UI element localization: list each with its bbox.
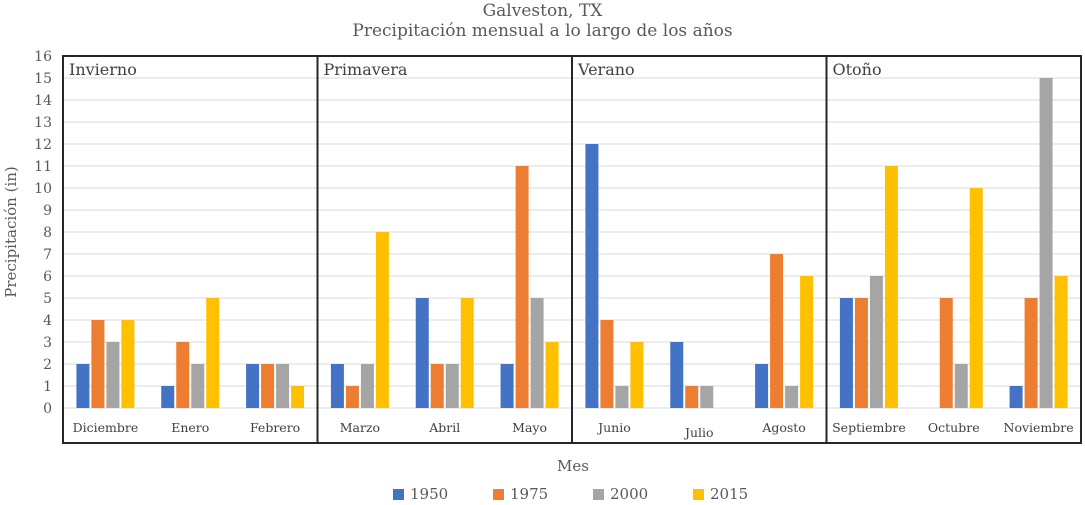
bar-1950-marzo xyxy=(330,364,344,408)
bar-2015-diciembre xyxy=(121,320,135,408)
bar-1975-diciembre xyxy=(91,320,105,408)
legend-swatch xyxy=(593,488,604,500)
bar-2000-enero xyxy=(191,364,205,408)
y-tick-label: 4 xyxy=(43,313,52,329)
legend-label: 1975 xyxy=(510,485,549,503)
bar-2000-junio xyxy=(615,386,629,408)
bar-2000-noviembre xyxy=(1039,78,1053,408)
bar-2015-septiembre xyxy=(884,166,898,408)
legend-item: 1975 xyxy=(493,485,593,503)
bar-1950-abril xyxy=(415,298,429,408)
season-panel xyxy=(825,55,1082,444)
bar-2000-diciembre xyxy=(106,342,120,408)
bar-1975-junio xyxy=(600,320,614,408)
legend-swatch xyxy=(693,488,704,500)
legend-item: 1950 xyxy=(393,485,493,503)
x-axis-label: Mes xyxy=(557,457,589,475)
bar-2000-octubre xyxy=(954,364,968,408)
x-tick-label: Octubre xyxy=(928,420,980,435)
legend-swatch xyxy=(393,488,404,500)
y-tick-label: 0 xyxy=(43,401,52,417)
bar-2015-noviembre xyxy=(1054,276,1068,408)
y-tick-label: 8 xyxy=(43,225,52,241)
bar-2015-octubre xyxy=(969,188,983,408)
y-tick-label: 9 xyxy=(43,203,52,219)
bar-1950-diciembre xyxy=(76,364,90,408)
x-tick-label: Marzo xyxy=(340,420,380,435)
y-tick-label: 1 xyxy=(43,379,52,395)
bar-1950-enero xyxy=(161,386,175,408)
bar-2000-julio xyxy=(700,386,714,408)
bar-1975-marzo xyxy=(345,386,359,408)
bar-1975-enero xyxy=(176,342,190,408)
y-tick-label: 14 xyxy=(34,93,52,109)
bar-1975-julio xyxy=(685,386,699,408)
bar-2015-agosto xyxy=(800,276,814,408)
legend-item: 2015 xyxy=(693,485,793,503)
season-label: Primavera xyxy=(324,60,408,79)
y-tick-label: 6 xyxy=(43,269,52,285)
bar-1950-noviembre xyxy=(1009,386,1023,408)
bar-1950-junio xyxy=(585,144,599,408)
chart-legend: 1950 1975 2000 2015 xyxy=(393,485,793,503)
x-tick-label: Junio xyxy=(596,420,631,435)
bar-2015-mayo xyxy=(545,342,559,408)
bar-2000-septiembre xyxy=(869,276,883,408)
y-tick-label: 12 xyxy=(34,137,52,153)
bar-1950-agosto xyxy=(755,364,769,408)
bar-1975-abril xyxy=(430,364,444,408)
season-label: Invierno xyxy=(69,60,137,79)
y-tick-label: 10 xyxy=(34,181,52,197)
x-tick-label: Agosto xyxy=(761,420,806,435)
bar-1975-noviembre xyxy=(1024,298,1038,408)
bar-2015-junio xyxy=(630,342,644,408)
y-tick-label: 15 xyxy=(34,71,52,87)
y-tick-label: 13 xyxy=(34,115,52,131)
season-label: Verano xyxy=(577,60,635,79)
x-tick-label: Noviembre xyxy=(1004,420,1074,435)
bar-1975-octubre xyxy=(939,298,953,408)
bar-2015-marzo xyxy=(375,232,389,408)
legend-label: 2000 xyxy=(610,485,649,503)
chart-subtitle: Precipitación mensual a lo largo de los … xyxy=(352,21,733,41)
y-tick-label: 3 xyxy=(43,335,52,351)
x-tick-label: Febrero xyxy=(250,420,300,435)
x-tick-label: Julio xyxy=(683,425,714,440)
bar-2000-abril xyxy=(445,364,459,408)
bar-1950-septiembre xyxy=(839,298,853,408)
chart-title: Galveston, TX xyxy=(482,1,603,21)
legend-swatch xyxy=(493,488,504,500)
bar-1950-mayo xyxy=(500,364,514,408)
y-tick-label: 11 xyxy=(34,159,52,175)
bar-1975-agosto xyxy=(770,254,784,408)
bar-2000-mayo xyxy=(530,298,544,408)
bar-2000-agosto xyxy=(785,386,799,408)
y-tick-label: 7 xyxy=(43,247,52,263)
y-tick-label: 16 xyxy=(34,49,52,65)
bar-1950-febrero xyxy=(246,364,260,408)
bar-1975-febrero xyxy=(261,364,275,408)
bar-2015-febrero xyxy=(291,386,305,408)
bar-1975-septiembre xyxy=(854,298,868,408)
x-tick-label: Septiembre xyxy=(832,420,906,435)
x-tick-label: Enero xyxy=(171,420,209,435)
y-tick-label: 2 xyxy=(43,357,52,373)
season-label: Otoño xyxy=(833,60,882,79)
y-axis-label: Precipitación (in) xyxy=(2,166,20,298)
x-tick-label: Mayo xyxy=(512,420,547,435)
bar-2000-marzo xyxy=(360,364,374,408)
legend-label: 2015 xyxy=(710,485,749,503)
bar-2015-abril xyxy=(460,298,474,408)
legend-item: 2000 xyxy=(593,485,693,503)
x-tick-label: Diciembre xyxy=(73,420,139,435)
bar-1975-mayo xyxy=(515,166,529,408)
bar-2015-enero xyxy=(206,298,220,408)
y-tick-label: 5 xyxy=(43,291,52,307)
bar-2000-febrero xyxy=(276,364,290,408)
bar-1950-julio xyxy=(670,342,684,408)
x-tick-label: Abril xyxy=(428,420,460,435)
legend-label: 1950 xyxy=(410,485,449,503)
